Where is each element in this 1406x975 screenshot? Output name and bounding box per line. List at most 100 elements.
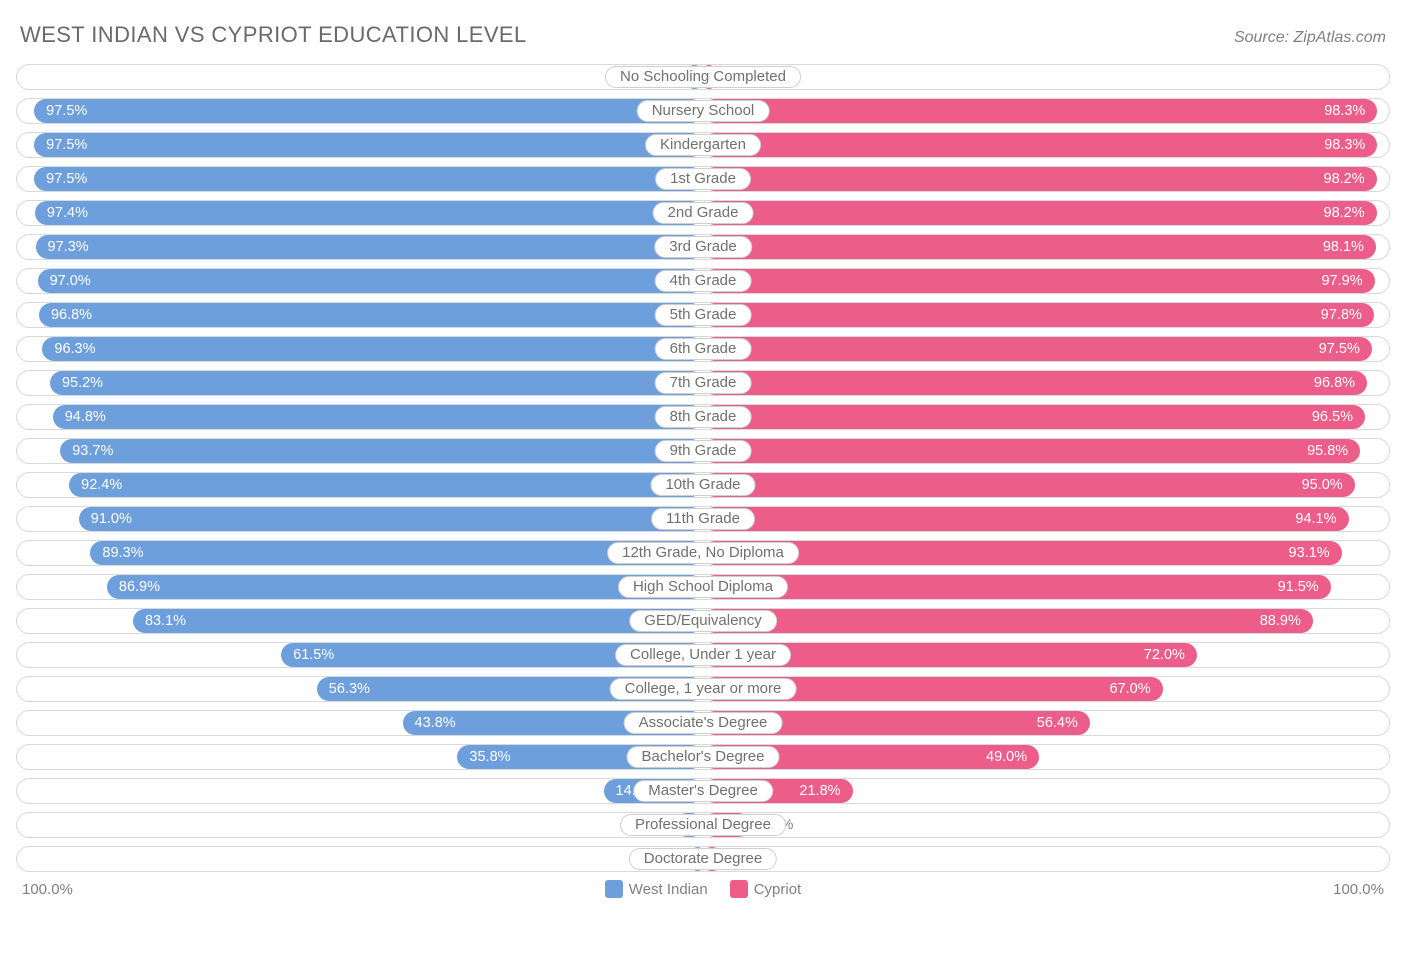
bar-right: 98.2%: [703, 167, 1377, 191]
bar-left: 97.0%: [38, 269, 703, 293]
bar-right-value: 98.3%: [1312, 137, 1377, 153]
bar-left-value: 61.5%: [281, 647, 346, 663]
bar-right-value: 93.1%: [1277, 545, 1342, 561]
axis-left-max: 100.0%: [22, 881, 73, 898]
legend-swatch-left: [605, 880, 623, 898]
chart-row: 95.2%96.8%7th Grade: [16, 370, 1390, 396]
bar-left: 86.9%: [107, 575, 703, 599]
bar-right: 95.0%: [703, 473, 1355, 497]
bar-left-value: 97.0%: [38, 273, 103, 289]
category-label: College, Under 1 year: [615, 644, 791, 666]
bar-right-value: 91.5%: [1266, 579, 1331, 595]
chart-row: 97.5%98.2%1st Grade: [16, 166, 1390, 192]
bar-right-value: 67.0%: [1097, 681, 1162, 697]
bar-left-value: 56.3%: [317, 681, 382, 697]
chart-container: WEST INDIAN VS CYPRIOT EDUCATION LEVEL S…: [0, 0, 1406, 910]
bar-right: 98.2%: [703, 201, 1377, 225]
bar-left-value: 97.5%: [34, 171, 99, 187]
bar-left-value: 97.5%: [34, 103, 99, 119]
bar-left-value: 89.3%: [90, 545, 155, 561]
bar-left-value: 96.3%: [42, 341, 107, 357]
bar-left-value: 97.4%: [35, 205, 100, 221]
chart-row: 94.8% 96.5% 8th Grade: [16, 404, 1390, 430]
legend-item-right: Cypriot: [730, 880, 802, 898]
legend-item-left: West Indian: [605, 880, 708, 898]
chart-legend: West Indian Cypriot: [605, 880, 801, 898]
bar-right-value: 97.9%: [1309, 273, 1374, 289]
bar-left: 97.4%: [35, 201, 703, 225]
bar-left-value: 35.8%: [457, 749, 522, 765]
category-label: 6th Grade: [655, 338, 752, 360]
bar-left: 83.1%: [133, 609, 703, 633]
bar-right-value: 98.1%: [1311, 239, 1376, 255]
bar-right-value: 49.0%: [974, 749, 1039, 765]
bar-right: 95.8%: [703, 439, 1360, 463]
bar-right-value: 98.2%: [1312, 171, 1377, 187]
chart-row: 35.8% 49.0% Bachelor's Degree: [16, 744, 1390, 770]
bar-right: 97.9%: [703, 269, 1375, 293]
bar-left: 97.3%: [36, 235, 703, 259]
bar-left: 97.5%: [34, 167, 703, 191]
chart-row: 89.3% 93.1% 12th Grade, No Diploma: [16, 540, 1390, 566]
bar-left: 92.4%: [69, 473, 703, 497]
chart-row: 92.4% 95.0% 10th Grade: [16, 472, 1390, 498]
category-label: 3rd Grade: [654, 236, 752, 258]
bar-left-value: 43.8%: [403, 715, 468, 731]
bar-right-value: 95.0%: [1290, 477, 1355, 493]
bar-left: 97.5%: [34, 133, 703, 157]
bar-right-value: 97.8%: [1309, 307, 1374, 323]
chart-row: 97.4% 98.2% 2nd Grade: [16, 200, 1390, 226]
bar-left-value: 86.9%: [107, 579, 172, 595]
category-label: 9th Grade: [655, 440, 752, 462]
chart-row: 14.5%21.8%Master's Degree: [16, 778, 1390, 804]
bar-right-value: 21.8%: [787, 783, 852, 799]
category-label: No Schooling Completed: [605, 66, 801, 88]
category-label: 4th Grade: [655, 270, 752, 292]
legend-swatch-right: [730, 880, 748, 898]
bar-left-value: 92.4%: [69, 477, 134, 493]
chart-row: 97.0% 97.9% 4th Grade: [16, 268, 1390, 294]
bar-right: 96.8%: [703, 371, 1367, 395]
category-label: 12th Grade, No Diploma: [607, 542, 799, 564]
chart-source: Source: ZipAtlas.com: [1234, 29, 1386, 47]
bar-right: 98.3%: [703, 99, 1377, 123]
chart-row: 91.0%94.1%11th Grade: [16, 506, 1390, 532]
bar-right-value: 96.8%: [1302, 375, 1367, 391]
category-label: Nursery School: [637, 100, 770, 122]
legend-label-right: Cypriot: [754, 881, 802, 898]
bar-right: 91.5%: [703, 575, 1331, 599]
category-label: GED/Equivalency: [629, 610, 777, 632]
chart-row: 61.5%72.0%College, Under 1 year: [16, 642, 1390, 668]
bar-right-value: 96.5%: [1300, 409, 1365, 425]
category-label: High School Diploma: [618, 576, 788, 598]
bar-left-value: 95.2%: [50, 375, 115, 391]
chart-row: 43.8%56.4%Associate's Degree: [16, 710, 1390, 736]
bar-left-value: 93.7%: [60, 443, 125, 459]
chart-footer: 100.0% West Indian Cypriot 100.0%: [16, 880, 1390, 898]
category-label: 2nd Grade: [653, 202, 754, 224]
category-label: Bachelor's Degree: [627, 746, 780, 768]
chart-row: 97.5% 98.3%Nursery School: [16, 98, 1390, 124]
bar-left-value: 97.3%: [36, 239, 101, 255]
category-label: Professional Degree: [620, 814, 786, 836]
legend-label-left: West Indian: [629, 881, 708, 898]
bar-right-value: 97.5%: [1307, 341, 1372, 357]
axis-right-max: 100.0%: [1333, 881, 1384, 898]
bar-right-value: 98.2%: [1312, 205, 1377, 221]
category-label: 10th Grade: [650, 474, 755, 496]
bar-right-value: 56.4%: [1025, 715, 1090, 731]
bar-right: 97.8%: [703, 303, 1374, 327]
chart-row: 93.7% 95.8%9th Grade: [16, 438, 1390, 464]
bar-right: 96.5%: [703, 405, 1365, 429]
chart-row: 96.3% 97.5% 6th Grade: [16, 336, 1390, 362]
category-label: 8th Grade: [655, 406, 752, 428]
bar-left-value: 94.8%: [53, 409, 118, 425]
chart-row: 2.5%1.7%No Schooling Completed: [16, 64, 1390, 90]
bar-left: 94.8%: [53, 405, 703, 429]
chart-row: 83.1%88.9%GED/Equivalency: [16, 608, 1390, 634]
bar-left-value: 96.8%: [39, 307, 104, 323]
bar-left: 93.7%: [60, 439, 703, 463]
chart-header: WEST INDIAN VS CYPRIOT EDUCATION LEVEL S…: [16, 22, 1390, 48]
chart-rows: 2.5%1.7%No Schooling Completed97.5%98.3%…: [16, 64, 1390, 872]
category-label: Kindergarten: [645, 134, 761, 156]
